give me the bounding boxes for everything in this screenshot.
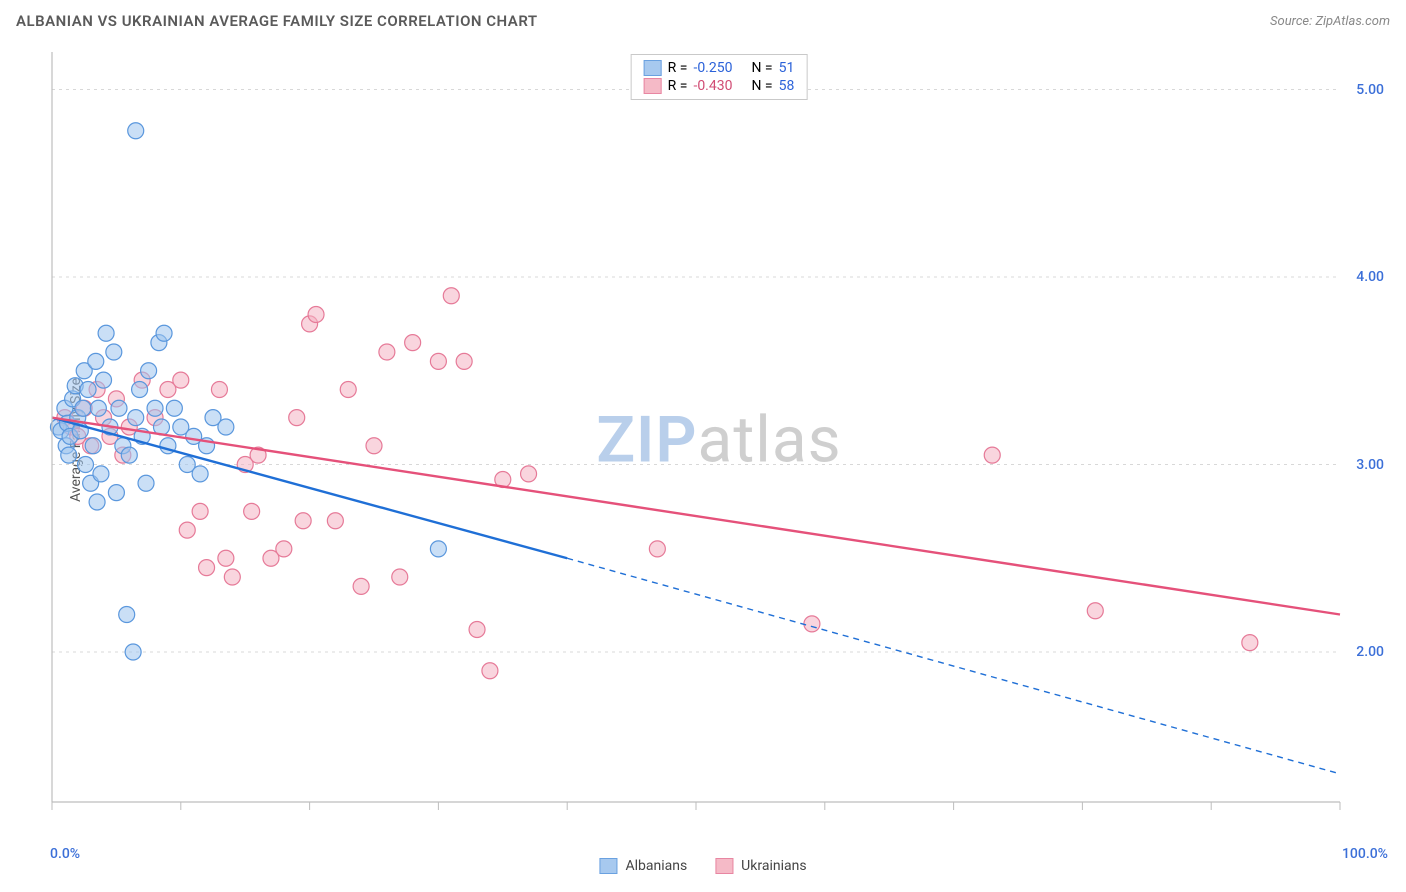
y-tick-label: 5.00 bbox=[1356, 82, 1384, 98]
correlation-legend: R = -0.250 N = 51 R = -0.430 N = 58 bbox=[631, 54, 808, 100]
legend-row-ukrainian: R = -0.430 N = 58 bbox=[644, 77, 795, 95]
legend-label-ukrainian: Ukrainians bbox=[741, 858, 806, 874]
r-value-alb: -0.250 bbox=[693, 60, 732, 76]
r-label-alb: R = bbox=[668, 60, 688, 76]
source-name: ZipAtlas.com bbox=[1315, 14, 1390, 29]
chart-title: ALBANIAN VS UKRAINIAN AVERAGE FAMILY SIZ… bbox=[16, 12, 538, 30]
x-axis-left-label: 0.0% bbox=[50, 846, 80, 862]
n-label-alb: N = bbox=[751, 60, 772, 76]
source-attribution: Source: ZipAtlas.com bbox=[1270, 14, 1390, 29]
y-tick-label: 4.00 bbox=[1356, 269, 1384, 285]
legend-item-ukrainian: Ukrainians bbox=[715, 858, 806, 874]
legend-item-albanian: Albanians bbox=[599, 858, 687, 874]
legend-label-albanian: Albanians bbox=[625, 858, 687, 874]
swatch-albanian bbox=[644, 60, 662, 76]
chart-header: ALBANIAN VS UKRAINIAN AVERAGE FAMILY SIZ… bbox=[0, 0, 1406, 36]
swatch-ukrainian bbox=[644, 78, 662, 94]
chart-area: Average Family Size ZIPatlas R = -0.250 … bbox=[48, 48, 1390, 832]
n-label-ukr: N = bbox=[751, 78, 772, 94]
r-value-ukr: -0.430 bbox=[693, 78, 732, 94]
y-tick-label: 3.00 bbox=[1356, 457, 1384, 473]
scatter-plot-svg bbox=[48, 48, 1390, 832]
n-value-ukr: 58 bbox=[779, 78, 795, 94]
swatch-albanian-bottom bbox=[599, 858, 617, 874]
legend-row-albanian: R = -0.250 N = 51 bbox=[644, 59, 795, 77]
r-label-ukr: R = bbox=[668, 78, 688, 94]
n-value-alb: 51 bbox=[779, 60, 795, 76]
source-prefix: Source: bbox=[1270, 14, 1315, 29]
series-legend: Albanians Ukrainians bbox=[599, 858, 806, 874]
y-tick-label: 2.00 bbox=[1356, 644, 1384, 660]
x-axis-right-label: 100.0% bbox=[1342, 846, 1388, 862]
swatch-ukrainian-bottom bbox=[715, 858, 733, 874]
